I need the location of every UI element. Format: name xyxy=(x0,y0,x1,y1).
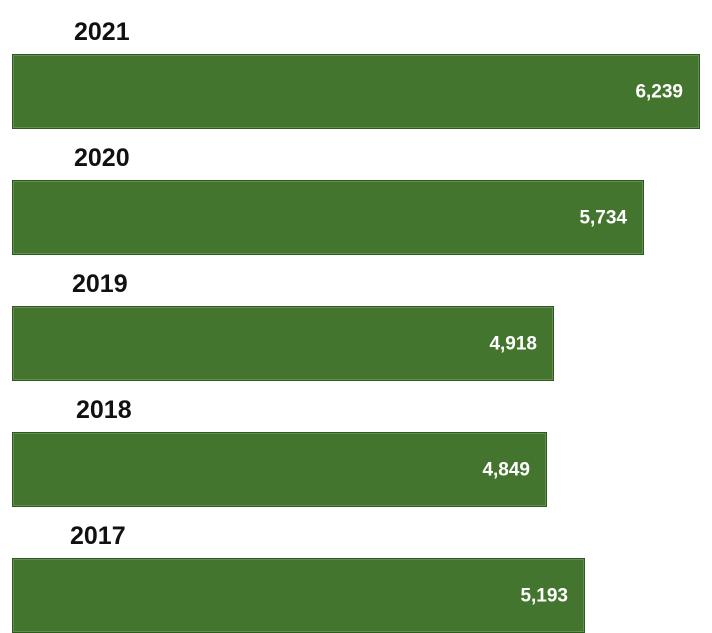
year-label-2020: 2020 xyxy=(74,144,130,172)
value-label-2021: 6,239 xyxy=(635,81,683,102)
bar-2018: 4,849 xyxy=(12,432,547,507)
value-label-2018: 4,849 xyxy=(482,459,530,480)
bar-2021: 6,239 xyxy=(12,54,700,129)
bar-2020: 5,734 xyxy=(12,180,644,255)
value-label-2017: 5,193 xyxy=(520,585,568,606)
value-label-2020: 5,734 xyxy=(579,207,627,228)
bar-2017: 5,193 xyxy=(12,558,585,633)
year-label-2019: 2019 xyxy=(72,270,128,298)
year-label-2021: 2021 xyxy=(74,18,130,46)
value-label-2019: 4,918 xyxy=(489,333,537,354)
bar-2019: 4,918 xyxy=(12,306,554,381)
year-label-2018: 2018 xyxy=(76,396,132,424)
year-label-2017: 2017 xyxy=(70,522,126,550)
